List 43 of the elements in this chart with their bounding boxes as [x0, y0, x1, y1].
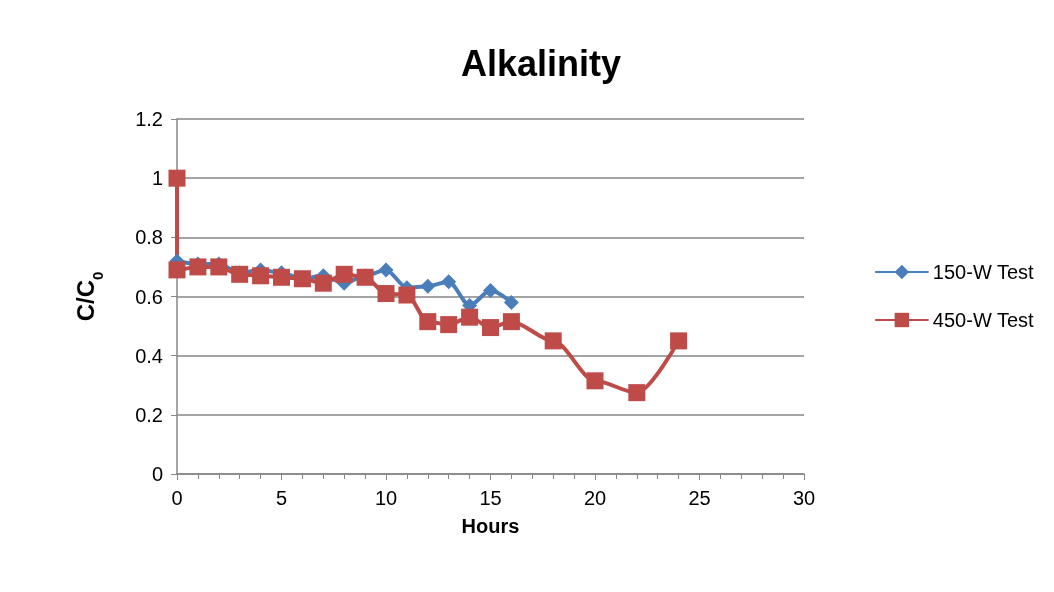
point: [420, 278, 436, 294]
y-tick-label: 0.4: [135, 344, 163, 367]
point: [461, 308, 479, 326]
point: [586, 372, 604, 390]
legend-label: 150-W Test: [932, 261, 1035, 283]
point: [335, 265, 353, 283]
y-tick-label: 1: [151, 167, 163, 190]
point: [628, 384, 646, 402]
point: [502, 313, 520, 331]
point: [503, 294, 519, 310]
x-tick-label: 10: [374, 487, 398, 509]
x-tick-label: 15: [479, 487, 502, 509]
point: [419, 313, 437, 331]
point: [252, 267, 270, 285]
point: [168, 261, 186, 279]
y-tick-label: 0.8: [135, 226, 163, 249]
x-tick-label: 30: [792, 487, 816, 509]
point: [482, 319, 499, 337]
y-axis-title: C/C0: [71, 271, 106, 322]
legend-label: 450-W Test: [932, 309, 1035, 331]
point: [441, 274, 457, 290]
y-tick-label: 0.2: [135, 403, 163, 426]
point: [440, 316, 458, 334]
x-tick-label: 0: [171, 487, 183, 509]
y-tick-label: 0: [151, 463, 163, 485]
point: [189, 258, 207, 276]
x-tick-label: 20: [583, 487, 607, 509]
point: [378, 262, 394, 278]
y-tick-label: 0.6: [135, 285, 163, 308]
point: [377, 285, 395, 303]
point: [670, 332, 688, 350]
point: [210, 258, 228, 276]
x-tick-label: 5: [275, 487, 288, 509]
chart-title: Alkalinity: [460, 42, 622, 84]
x-tick-label: 25: [688, 487, 711, 509]
x-axis-title: Hours: [461, 515, 520, 537]
point: [314, 274, 332, 292]
y-tick-label: 1.2: [135, 108, 163, 130]
point: [483, 283, 498, 299]
point: [544, 332, 562, 350]
point: [168, 169, 186, 187]
point: [398, 286, 416, 304]
point: [273, 268, 290, 286]
